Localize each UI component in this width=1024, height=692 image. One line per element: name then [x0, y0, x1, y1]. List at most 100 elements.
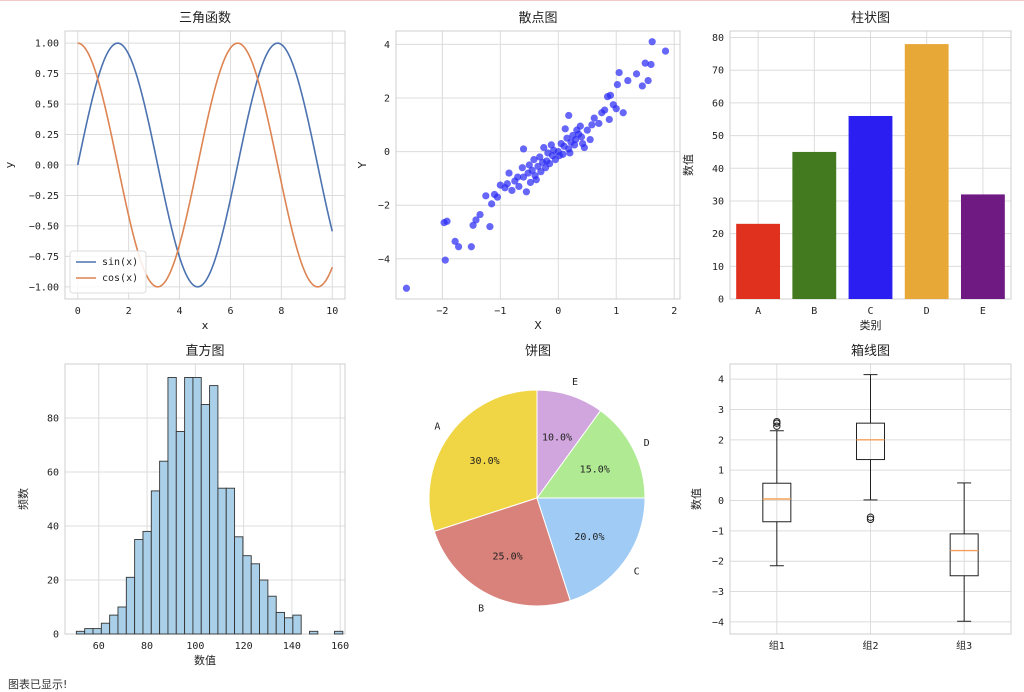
- histogram-bar: [167, 377, 177, 635]
- x-tick-label: 60: [93, 641, 105, 652]
- legend-label: sin(x): [102, 257, 138, 268]
- y-axis-label: y: [3, 161, 16, 168]
- x-axis-label: 类别: [860, 318, 882, 332]
- x-tick-label: 80: [141, 641, 153, 652]
- scatter-point: [545, 160, 554, 168]
- scatter-point: [638, 82, 646, 90]
- scatter-point: [565, 111, 573, 120]
- y-tick-label: 20: [47, 576, 59, 587]
- pie-percent-label: 20.0%: [574, 532, 604, 543]
- histogram-bar: [75, 630, 86, 635]
- scatter-point: [534, 162, 542, 170]
- y-axis-label: 数值: [682, 154, 695, 176]
- pie-slice-A: [428, 389, 538, 533]
- scatter-point: [519, 173, 528, 181]
- y-tick-label: 60: [47, 468, 59, 479]
- y-tick-label: 60: [712, 98, 724, 109]
- scatter-point: [486, 223, 494, 231]
- chart-title: 散点图: [518, 11, 557, 26]
- chart-title: 三角函数: [179, 11, 231, 26]
- bar-C: [848, 115, 893, 299]
- x-tick-label: −1: [494, 306, 506, 317]
- histogram-bar: [259, 579, 269, 635]
- chart-title: 箱线图: [851, 343, 890, 359]
- y-tick-label: 0: [53, 630, 59, 641]
- pie-label: E: [572, 377, 578, 388]
- x-tick-label: 0: [555, 306, 561, 317]
- pie-percent-label: 15.0%: [580, 465, 610, 476]
- histogram-bar: [117, 606, 127, 635]
- bar-D: [904, 44, 949, 300]
- x-tick-label: A: [755, 306, 761, 317]
- scatter-point: [559, 150, 567, 158]
- histogram-bar: [109, 614, 119, 635]
- y-tick-label: −1: [712, 526, 724, 537]
- scatter-point: [519, 145, 528, 153]
- footer-status-text: 图表已显示!: [8, 678, 68, 691]
- x-axis-label: x: [202, 319, 209, 332]
- y-tick-label: −3: [712, 587, 724, 598]
- scatter-point: [532, 176, 540, 184]
- histogram-bar: [284, 617, 294, 635]
- pie-label: B: [478, 604, 484, 615]
- histogram-bar: [125, 576, 136, 635]
- scatter-point: [606, 91, 615, 99]
- x-tick-label: 组3: [956, 639, 972, 652]
- scatter-point: [561, 125, 569, 133]
- y-tick-label: 30: [712, 196, 724, 207]
- histogram-bar: [150, 490, 161, 635]
- y-tick-label: 0: [384, 147, 390, 158]
- legend: sin(x) cos(x): [69, 250, 147, 294]
- x-tick-label: 8: [278, 306, 284, 317]
- scatter-point: [644, 76, 652, 85]
- chart-panel-pie: 饼图 A 30.0% B 25.0% C 20.0% D 15.0% E 10.0%: [428, 344, 650, 615]
- y-tick-label: 0.00: [35, 161, 59, 172]
- pie-percent-label: 25.0%: [493, 552, 523, 563]
- pie-label: A: [434, 422, 440, 433]
- chart-panel-scatter: −2 −1 0 1 2 −4 −2 0 2 4 散点图 X Y: [356, 11, 681, 332]
- box-组1: [762, 417, 792, 567]
- scatter-point: [503, 180, 511, 188]
- histogram-bar: [92, 628, 102, 635]
- histogram-bar: [267, 595, 277, 635]
- pie-label: C: [634, 566, 640, 577]
- histogram-bar: [225, 487, 236, 635]
- x-tick-label: B: [811, 306, 817, 317]
- x-tick-label: 组2: [862, 639, 878, 652]
- y-axis-label: Y: [356, 161, 369, 169]
- scatter-point: [588, 121, 596, 129]
- box-组3: [949, 482, 979, 622]
- pie-label: D: [644, 438, 650, 449]
- y-tick-label: −4: [378, 254, 390, 265]
- y-tick-label: 70: [712, 66, 724, 77]
- histogram-bar: [275, 611, 285, 635]
- scatter-point: [647, 60, 655, 69]
- x-tick-label: 0: [75, 306, 81, 317]
- chart-title: 饼图: [525, 344, 551, 359]
- histogram-bar: [217, 487, 227, 635]
- y-tick-label: 2: [718, 435, 724, 446]
- histogram-bar: [159, 460, 169, 635]
- pie-slice-D: [536, 409, 646, 499]
- x-tick-label: 10: [326, 306, 338, 317]
- y-tick-label: −4: [712, 617, 724, 628]
- outlier-point: [773, 422, 781, 430]
- bar-A: [736, 223, 781, 299]
- scatter-point: [613, 81, 622, 89]
- y-tick-label: −2: [378, 201, 390, 212]
- y-tick-label: −0.75: [29, 252, 59, 263]
- y-tick-label: −2: [712, 557, 724, 568]
- scatter-point: [472, 216, 480, 224]
- y-tick-label: 10: [712, 262, 724, 273]
- scatter-point: [590, 114, 598, 122]
- axes-frame: [729, 363, 1012, 635]
- pie-slice-C: [536, 497, 646, 602]
- x-axis-label: 数值: [194, 654, 216, 667]
- histogram-bar: [309, 630, 319, 635]
- scatter-point: [619, 109, 627, 117]
- grid-lines: [65, 31, 345, 299]
- scatter-point: [586, 135, 594, 144]
- scatter-point: [624, 76, 632, 85]
